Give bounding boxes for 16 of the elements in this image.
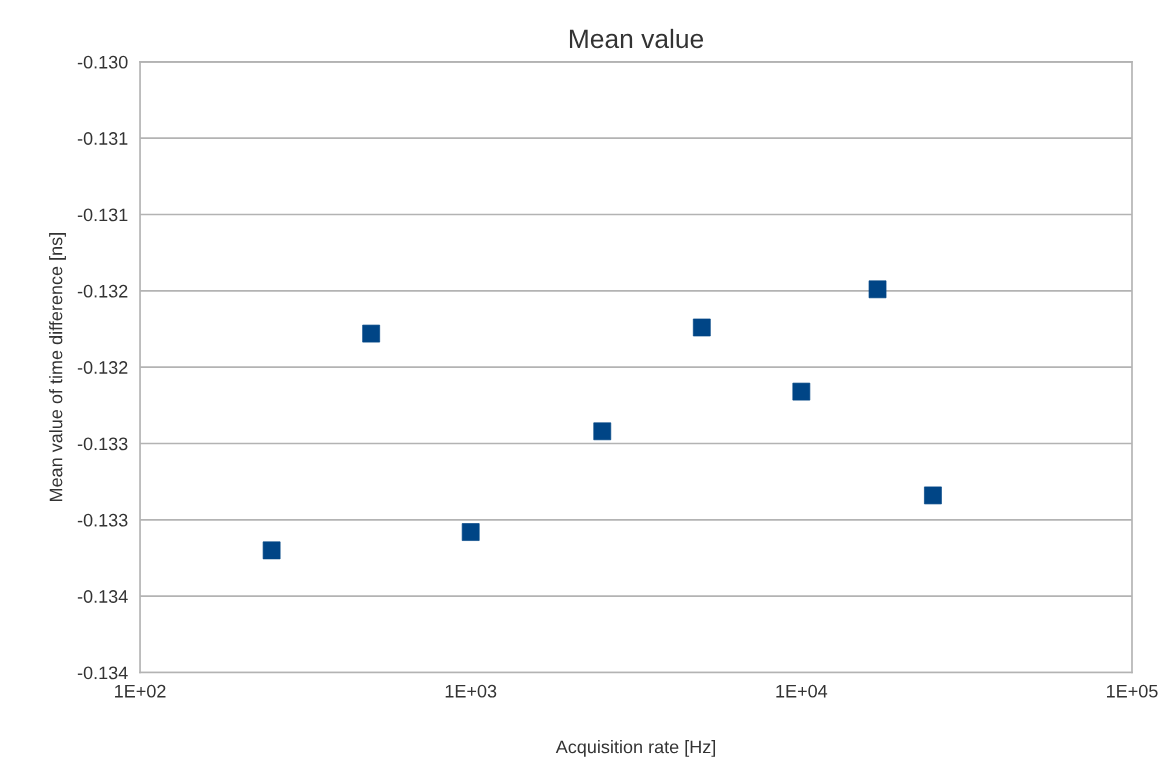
x-axis-title: Acquisition rate [Hz] [555,740,716,757]
y-tick-label: -0.134 [77,666,128,680]
y-tick-label: -0.133 [77,513,128,527]
y-tick-label: -0.132 [77,284,128,298]
y-tick-label: -0.134 [77,590,128,603]
x-tick-label: 1E+04 [776,684,828,698]
y-tick-label: -0.131 [77,208,128,222]
x-tick-label: 1E+02 [115,684,166,698]
y-tick-label: -0.130 [77,55,128,69]
x-tick-label: 1E+03 [445,684,497,698]
chart-title: Mean value [569,28,704,49]
y-axis-title: Mean value of time difference [ns] [49,233,66,502]
y-tick-label: -0.132 [77,361,128,374]
y-tick-label: -0.133 [77,437,128,451]
x-tick-label: 1E+05 [1107,684,1158,698]
y-tick-label: -0.131 [77,132,128,145]
